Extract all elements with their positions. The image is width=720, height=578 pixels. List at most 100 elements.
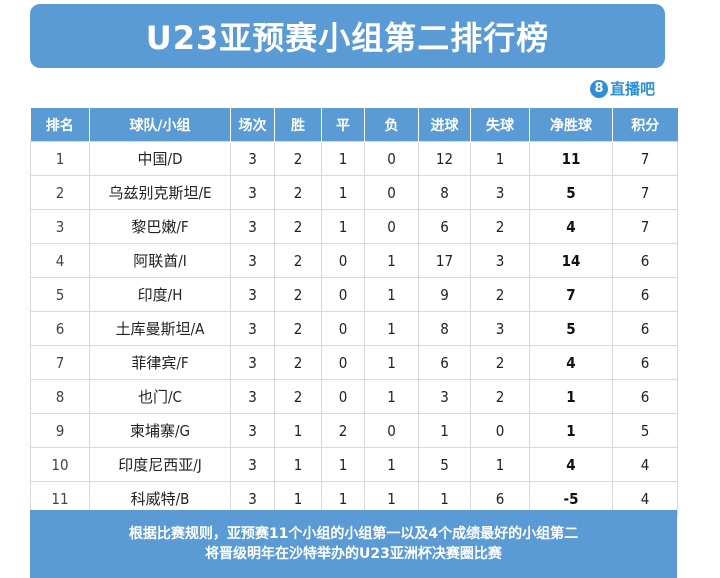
col-header-won: 胜	[274, 108, 322, 142]
rank-cell: 9	[30, 413, 90, 448]
won-cell: 2	[274, 175, 322, 210]
team-cell: 菲律宾/F	[89, 345, 231, 380]
table-row: 9 柬埔寨/G 3 1 2 0 1 0 1 5	[30, 413, 678, 448]
col-header-drawn: 平	[321, 108, 365, 142]
points-cell: 6	[612, 311, 678, 346]
goals-against-cell: 1	[470, 141, 530, 176]
won-cell: 2	[274, 277, 322, 312]
table-row: 5 印度/H 3 2 0 1 9 2 7 6	[30, 277, 678, 312]
team-cell: 柬埔寨/G	[89, 413, 231, 448]
table-row: 10 印度尼西亚/J 3 1 1 1 5 1 4 4	[30, 447, 678, 482]
goal-diff-cell: 7	[529, 277, 613, 312]
lost-cell: 1	[364, 345, 419, 380]
won-cell: 1	[274, 447, 322, 482]
goals-against-cell: 2	[470, 277, 530, 312]
col-header-rank: 排名	[30, 108, 90, 142]
team-cell: 也门/C	[89, 379, 231, 414]
goals-against-cell: 0	[470, 413, 530, 448]
won-cell: 2	[274, 345, 322, 380]
points-cell: 7	[612, 141, 678, 176]
title-banner: U23亚预赛小组第二排行榜	[30, 4, 665, 68]
played-cell: 3	[230, 413, 275, 448]
goals-for-cell: 17	[418, 243, 471, 278]
team-cell: 印度/H	[89, 277, 231, 312]
played-cell: 3	[230, 141, 275, 176]
rank-cell: 7	[30, 345, 90, 380]
won-cell: 2	[274, 141, 322, 176]
col-header-points: 积分	[612, 108, 678, 142]
lost-cell: 1	[364, 447, 419, 482]
col-header-played: 场次	[230, 108, 275, 142]
goal-diff-cell: 5	[529, 175, 613, 210]
table-row: 3 黎巴嫩/F 3 2 1 0 6 2 4 7	[30, 209, 678, 244]
rank-cell: 2	[30, 175, 90, 210]
won-cell: 1	[274, 413, 322, 448]
team-cell: 中国/D	[89, 141, 231, 176]
won-cell: 2	[274, 209, 322, 244]
drawn-cell: 0	[321, 311, 365, 346]
drawn-cell: 0	[321, 243, 365, 278]
lost-cell: 1	[364, 311, 419, 346]
won-cell: 2	[274, 311, 322, 346]
goals-against-cell: 1	[470, 447, 530, 482]
goal-diff-cell: 14	[529, 243, 613, 278]
played-cell: 3	[230, 311, 275, 346]
col-header-lost: 负	[364, 108, 419, 142]
col-header-team: 球队/小组	[89, 108, 231, 142]
goals-against-cell: 2	[470, 345, 530, 380]
table-row: 7 菲律宾/F 3 2 0 1 6 2 4 6	[30, 345, 678, 380]
goal-diff-cell: 4	[529, 447, 613, 482]
goals-for-cell: 6	[418, 345, 471, 380]
col-header-goal-diff: 净胜球	[529, 108, 613, 142]
played-cell: 3	[230, 345, 275, 380]
footer-note: 根据比赛规则，亚预赛11个小组的小组第一以及4个成绩最好的小组第二 将晋级明年在…	[30, 510, 677, 578]
goal-diff-cell: 1	[529, 379, 613, 414]
goals-against-cell: 2	[470, 209, 530, 244]
played-cell: 3	[230, 379, 275, 414]
played-cell: 3	[230, 447, 275, 482]
goal-diff-cell: 4	[529, 209, 613, 244]
lost-cell: 0	[364, 209, 419, 244]
lost-cell: 1	[364, 243, 419, 278]
rank-cell: 1	[30, 141, 90, 176]
points-cell: 7	[612, 209, 678, 244]
goals-for-cell: 9	[418, 277, 471, 312]
drawn-cell: 0	[321, 277, 365, 312]
goals-against-cell: 2	[470, 379, 530, 414]
rank-cell: 10	[30, 447, 90, 482]
drawn-cell: 1	[321, 209, 365, 244]
drawn-cell: 1	[321, 141, 365, 176]
played-cell: 3	[230, 243, 275, 278]
goal-diff-cell: 11	[529, 141, 613, 176]
goals-for-cell: 6	[418, 209, 471, 244]
table-row: 2 乌兹别克斯坦/E 3 2 1 0 8 3 5 7	[30, 175, 678, 210]
goals-for-cell: 12	[418, 141, 471, 176]
table-row: 8 也门/C 3 2 0 1 3 2 1 6	[30, 379, 678, 414]
lost-cell: 0	[364, 141, 419, 176]
rank-cell: 3	[30, 209, 90, 244]
footer-line-1: 根据比赛规则，亚预赛11个小组的小组第一以及4个成绩最好的小组第二	[128, 526, 579, 542]
goals-against-cell: 3	[470, 311, 530, 346]
played-cell: 3	[230, 175, 275, 210]
page-title: U23亚预赛小组第二排行榜	[145, 19, 550, 57]
points-cell: 6	[612, 345, 678, 380]
lost-cell: 0	[364, 413, 419, 448]
goals-for-cell: 5	[418, 447, 471, 482]
points-cell: 4	[612, 447, 678, 482]
col-header-goals-against: 失球	[470, 108, 530, 142]
goal-diff-cell: 1	[529, 413, 613, 448]
rank-cell: 4	[30, 243, 90, 278]
points-cell: 6	[612, 243, 678, 278]
rank-cell: 6	[30, 311, 90, 346]
points-cell: 6	[612, 277, 678, 312]
col-header-goals-for: 进球	[418, 108, 471, 142]
rank-cell: 5	[30, 277, 90, 312]
goals-for-cell: 8	[418, 311, 471, 346]
played-cell: 3	[230, 209, 275, 244]
zhibo8-logo: 8 直播吧	[590, 78, 655, 99]
goals-against-cell: 3	[470, 175, 530, 210]
goals-for-cell: 1	[418, 413, 471, 448]
lost-cell: 1	[364, 379, 419, 414]
drawn-cell: 1	[321, 175, 365, 210]
points-cell: 5	[612, 413, 678, 448]
